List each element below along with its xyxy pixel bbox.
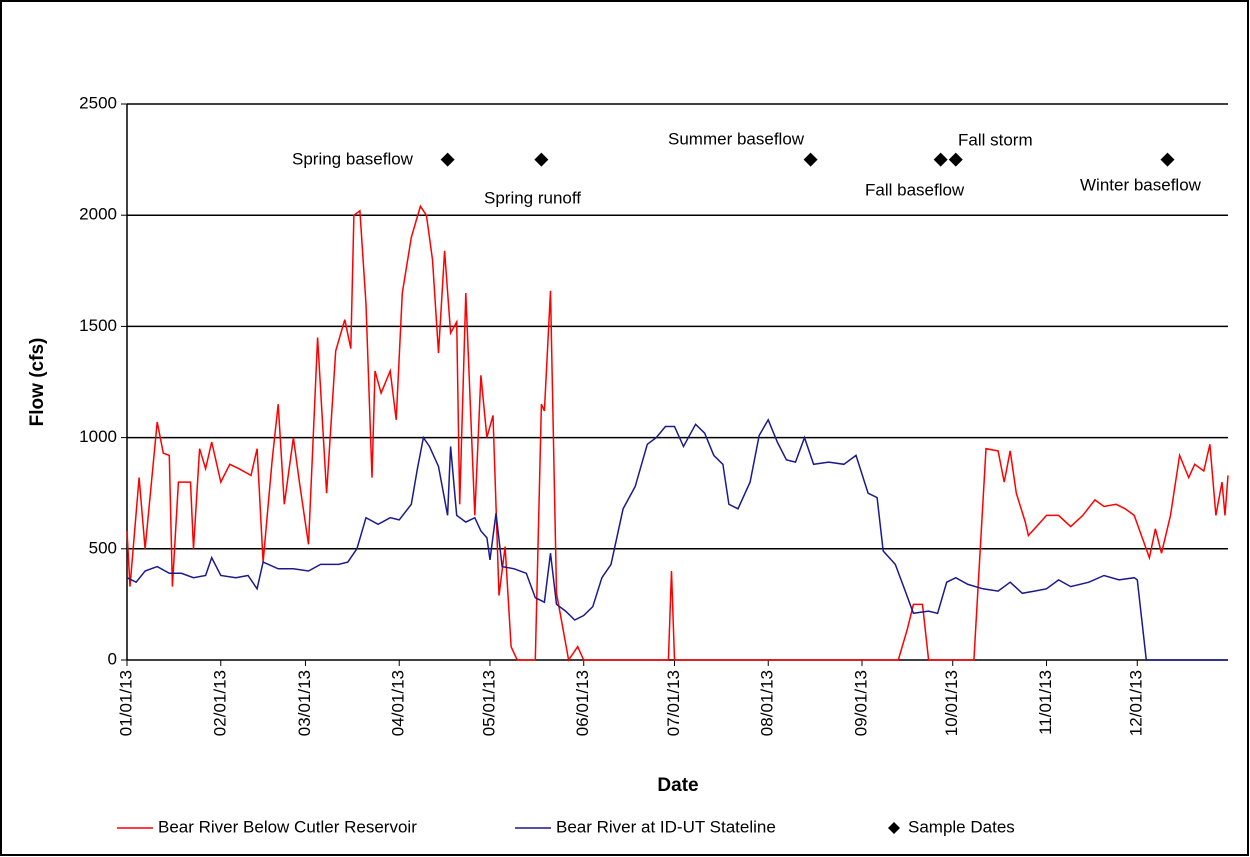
x-tick-label: 03/01/13 [295, 670, 314, 736]
annotation: Spring runoff [484, 188, 581, 207]
sample-marker [534, 152, 549, 167]
x-tick-label: 06/01/13 [573, 670, 592, 736]
y-axis-title: Flow (cfs) [27, 338, 48, 427]
y-tick-label: 0 [108, 649, 117, 668]
annotation: Fall storm [958, 130, 1033, 149]
legend-label: Bear River Below Cutler Reservoir [158, 817, 417, 836]
y-tick-label: 2000 [79, 205, 117, 224]
y-tick-label: 2500 [79, 93, 117, 112]
sample-marker [803, 152, 818, 167]
x-tick-label: 01/01/13 [116, 670, 135, 736]
legend-marker [888, 822, 900, 834]
legend-label: Sample Dates [908, 817, 1015, 836]
sample-marker [1160, 152, 1175, 167]
y-tick-label: 1500 [79, 316, 117, 335]
x-axis-title: Date [657, 775, 698, 796]
x-tick-label: 08/01/13 [758, 670, 777, 736]
sample-marker [948, 152, 963, 167]
x-tick-label: 10/01/13 [942, 670, 961, 736]
x-tick-label: 07/01/13 [664, 670, 683, 736]
series-line [126, 418, 1228, 661]
annotation: Fall baseflow [865, 180, 965, 199]
x-tick-label: 04/01/13 [389, 670, 408, 736]
sample-marker [440, 152, 455, 167]
x-tick-label: 02/01/13 [210, 670, 229, 736]
y-tick-label: 1000 [79, 427, 117, 446]
x-tick-label: 05/01/13 [479, 670, 498, 736]
annotation: Spring baseflow [292, 149, 414, 168]
annotation: Winter baseflow [1080, 175, 1202, 194]
x-tick-label: 09/01/13 [851, 670, 870, 736]
legend-label: Bear River at ID-UT Stateline [556, 817, 776, 836]
x-tick-label: 12/01/13 [1127, 670, 1146, 736]
y-tick-label: 500 [89, 538, 117, 557]
annotation: Summer baseflow [668, 129, 805, 148]
sample-marker [933, 152, 948, 167]
x-tick-label: 11/01/13 [1036, 670, 1055, 735]
series-line [126, 204, 1229, 662]
